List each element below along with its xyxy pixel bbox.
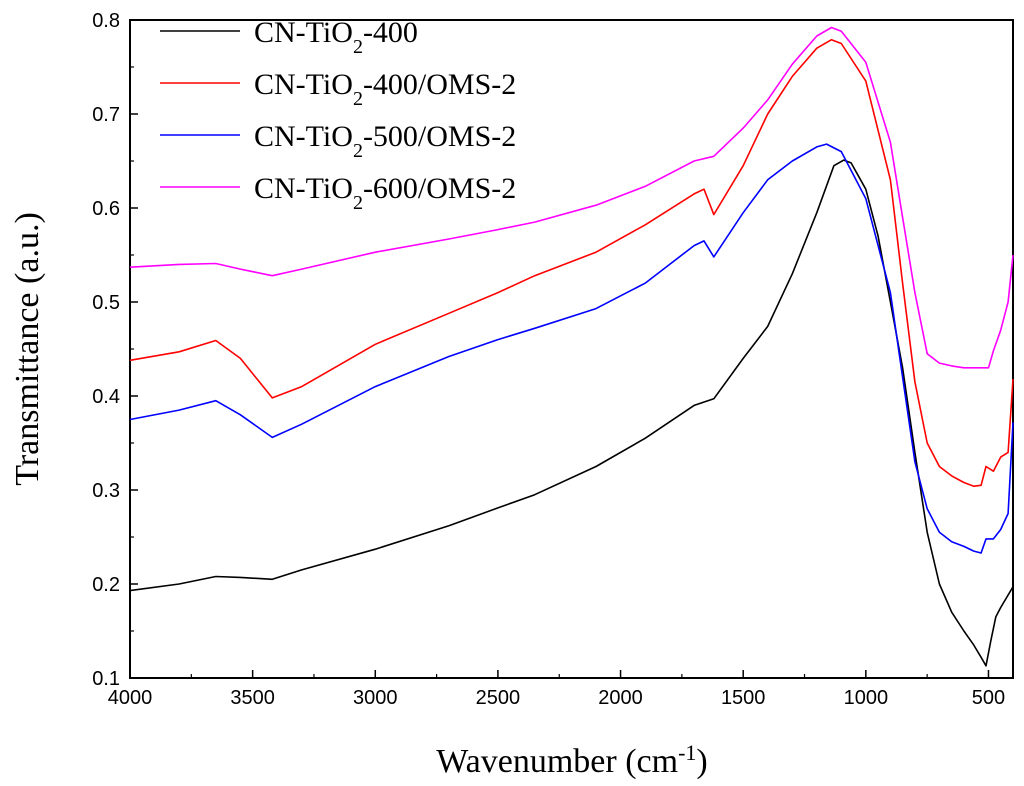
x-tick-label: 2500 [476,687,521,709]
axis-ticks: 4000 3500 3000 2500 2000 1500 1000 500 0.1 0.2 0.3… [92,10,1005,709]
x-tick-label: 1500 [721,687,766,709]
series-line-3 [129,143,1014,554]
x-axis-title-sup: -1 [678,740,696,765]
x-tick-label: 2000 [598,687,643,709]
legend-label-part-a: CN-TiO [254,68,353,101]
series-group [129,26,1014,667]
x-tick-label: 4000 [108,687,153,709]
legend-label-1: CN-TiO2-400 [254,16,418,58]
y-tick-label: 0.4 [92,386,120,408]
series-line-1 [129,159,1014,667]
x-axis-title-close: ) [696,743,707,780]
y-tick-label: 0.5 [92,292,120,314]
y-tick-label: 0.2 [92,574,120,596]
x-axis-title: Wavenumber (cm-1) [436,740,707,781]
legend-label-2: CN-TiO2-400/OMS-2 [254,68,516,110]
y-tick-label: 0.3 [92,480,120,502]
x-tick-label: 3500 [230,687,275,709]
legend-label-3: CN-TiO2-500/OMS-2 [254,120,516,162]
legend: CN-TiO2-400CN-TiO2-400/OMS-2CN-TiO2-500/… [160,16,516,214]
legend-label-part-b: -500/OMS-2 [363,120,516,153]
y-tick-label: 0.7 [92,104,120,126]
legend-label-4: CN-TiO2-600/OMS-2 [254,172,516,214]
legend-label-part-b: -400 [363,16,418,49]
x-tick-label: 1000 [844,687,889,709]
legend-label-part-a: CN-TiO [254,16,353,49]
x-tick-label: 500 [972,687,1005,709]
legend-label-subscript: 2 [353,192,363,214]
legend-label-part-a: CN-TiO [254,120,353,153]
x-axis-title-base: Wavenumber (cm [436,743,678,780]
legend-label-part-b: -400/OMS-2 [363,68,516,101]
legend-label-subscript: 2 [353,36,363,58]
legend-label-subscript: 2 [353,88,363,110]
series-line-2 [129,38,1014,487]
plot-area [129,19,1014,679]
legend-label-part-a: CN-TiO [254,172,353,205]
y-tick-label: 0.8 [92,10,120,32]
series-line-4 [129,26,1014,369]
legend-label-subscript: 2 [353,140,363,162]
legend-label-part-b: -600/OMS-2 [363,172,516,205]
x-tick-label: 3000 [353,687,398,709]
y-axis-title: Transmittance (a.u.) [9,212,46,486]
y-tick-label: 0.6 [92,198,120,220]
y-tick-label: 0.1 [92,668,120,690]
